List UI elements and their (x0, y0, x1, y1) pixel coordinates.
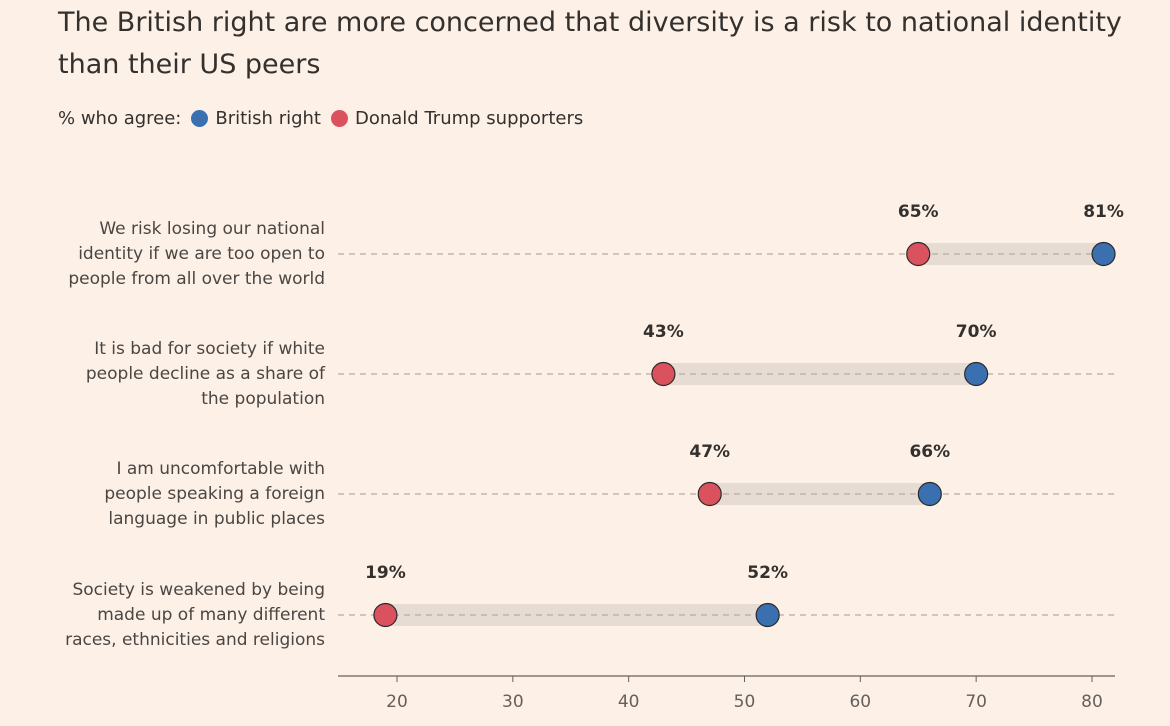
value-label-trump: 43% (643, 322, 684, 342)
point-trump (373, 602, 398, 628)
category-label-line: language in public places (108, 509, 325, 529)
category-label-line: people from all over the world (68, 269, 325, 289)
category-label: I am uncomfortable with people speaking a… (104, 459, 325, 529)
category-label-line: people speaking a foreign (104, 484, 325, 504)
category-label-line: races, ethnicities and religions (65, 630, 325, 650)
category-label: We risk losing our national identity if w… (68, 219, 325, 289)
legend: % who agree: British right Donald Trump … (58, 108, 583, 129)
range-bar (663, 363, 977, 385)
category-label-line: We risk losing our national (99, 219, 325, 239)
category-label-line: made up of many different (97, 605, 325, 625)
legend-marker-british-right (191, 110, 209, 127)
category-label-line: the population (201, 389, 325, 409)
point-trump (697, 481, 722, 507)
point-trump (906, 241, 931, 267)
legend-label-trump-supporters: Donald Trump supporters (354, 108, 584, 129)
category-label: It is bad for society if white people dec… (86, 339, 326, 409)
chart-title: The British right are more concerned tha… (58, 7, 1122, 80)
category-label-line: I am uncomfortable with (116, 459, 325, 479)
point-british (755, 602, 780, 628)
range-bar (709, 483, 930, 505)
legend-prefix: % who agree: (58, 108, 182, 129)
point-trump (651, 361, 676, 387)
x-tick-label: 20 (386, 692, 408, 712)
value-label-trump: 47% (689, 442, 730, 462)
x-tick-label: 80 (1081, 692, 1103, 712)
category-label-line: Society is weakened by being (72, 580, 325, 600)
category-label: Society is weakened by being made up of m… (65, 580, 325, 650)
x-tick-label: 60 (849, 692, 871, 712)
value-label-trump: 19% (365, 563, 406, 583)
point-british (1091, 241, 1116, 267)
category-label-line: identity if we are too open to (78, 244, 325, 264)
value-label-british: 81% (1083, 202, 1124, 222)
legend-marker-trump-supporters (330, 110, 348, 127)
value-label-british: 52% (747, 563, 788, 583)
legend-label-british-right: British right (215, 108, 321, 129)
x-tick-label: 70 (965, 692, 987, 712)
x-tick-label: 40 (618, 692, 640, 712)
category-label-line: people decline as a share of (86, 364, 326, 384)
point-british (964, 361, 989, 387)
category-label-line: It is bad for society if white (94, 339, 325, 359)
value-label-trump: 65% (898, 202, 939, 222)
point-british (917, 481, 942, 507)
range-bar (385, 604, 768, 626)
value-label-british: 70% (956, 322, 997, 342)
x-tick-label: 30 (502, 692, 524, 712)
value-label-british: 66% (909, 442, 950, 462)
x-tick-label: 50 (734, 692, 756, 712)
